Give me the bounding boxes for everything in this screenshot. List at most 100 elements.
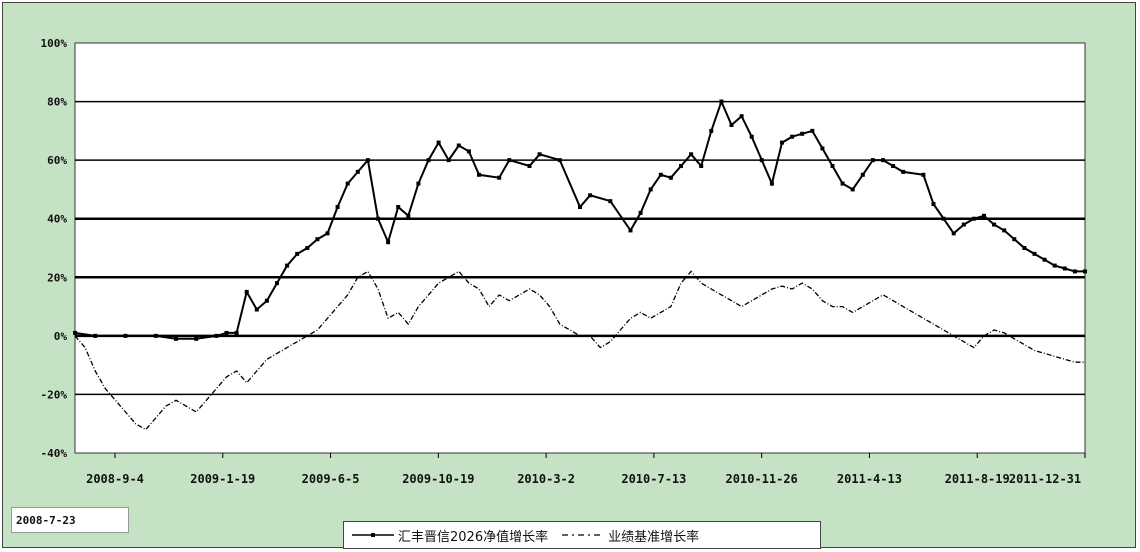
series-nav-point: [345, 181, 350, 186]
series-nav-point: [729, 123, 734, 127]
series-nav-point: [386, 240, 391, 245]
x-tick-label: 2010-7-13: [621, 472, 686, 486]
series-nav-point: [608, 199, 613, 204]
series-nav-point: [73, 330, 77, 335]
series-nav-point: [305, 246, 310, 250]
series-nav-point: [901, 169, 906, 174]
series-nav-point: [1042, 257, 1047, 262]
legend-label-benchmark: 业绩基准增长率: [608, 529, 700, 545]
series-nav-point: [224, 330, 229, 335]
series-nav-point: [982, 213, 986, 218]
series-nav-point: [1072, 269, 1077, 274]
series-nav-point: [477, 172, 481, 177]
series-nav-point: [850, 187, 855, 192]
series-nav-point: [456, 143, 461, 148]
series-nav-point: [921, 172, 926, 177]
series-nav-point: [759, 158, 764, 163]
series-nav-point: [931, 202, 936, 207]
series-nav-point: [497, 175, 502, 180]
series-nav-point: [527, 164, 532, 168]
series-nav-point: [234, 330, 239, 335]
series-nav-point: [507, 158, 512, 163]
series-nav-point: [1002, 228, 1007, 233]
x-tick-label: 2011-4-13: [837, 472, 902, 486]
series-nav-point: [860, 172, 865, 177]
x-tick-label: 2009-10-19: [402, 472, 474, 486]
x-tick-label: 2011-12-31: [1009, 472, 1081, 486]
legend-swatch-benchmark: [562, 534, 605, 536]
x-tick-label: 2011-8-19: [945, 472, 1010, 486]
series-nav-point: [153, 333, 158, 338]
start-date-label: 2008-7-23: [11, 507, 129, 533]
series-nav-point: [830, 164, 835, 168]
series-nav-point: [689, 152, 694, 157]
series-nav-point: [335, 205, 340, 209]
y-tick-label: 60%: [47, 154, 67, 167]
series-nav-point: [870, 158, 875, 163]
series-nav-point: [881, 158, 885, 163]
series-nav-point: [93, 333, 98, 338]
legend: 汇丰晋信2026净值增长率 业绩基准增长率: [343, 521, 821, 549]
series-nav-point: [436, 140, 441, 145]
x-tick-label: 2009-6-5: [302, 472, 360, 486]
series-nav-point: [365, 158, 370, 163]
series-nav-point: [951, 231, 956, 236]
series-nav-point: [426, 158, 431, 163]
x-tick-label: 2008-9-4: [86, 472, 144, 486]
series-nav-point: [264, 298, 269, 303]
series-nav-point: [961, 222, 966, 227]
y-tick-label: 0%: [54, 330, 68, 343]
series-nav-point: [174, 336, 178, 341]
y-tick-label: 40%: [47, 213, 67, 226]
series-nav-point: [840, 181, 845, 186]
series-nav-point: [214, 333, 219, 338]
series-nav-point: [790, 134, 795, 139]
legend-label-nav: 汇丰晋信2026净值增长率: [398, 529, 549, 545]
y-tick-label: 100%: [41, 37, 68, 50]
series-nav-point: [325, 231, 330, 236]
series-nav-point: [295, 251, 300, 256]
series-nav-point: [254, 307, 259, 312]
series-nav-point: [780, 140, 784, 145]
series-nav-point: [416, 181, 421, 186]
series-nav-point: [275, 281, 279, 286]
series-nav-point: [537, 152, 542, 157]
series-nav-point: [1022, 246, 1027, 250]
series-nav-point: [446, 158, 451, 163]
series-nav-point: [466, 149, 471, 154]
series-nav-point: [971, 216, 976, 221]
series-nav-point: [1083, 269, 1087, 274]
series-nav-point: [749, 134, 754, 139]
series-nav-point: [406, 213, 411, 218]
series-nav-point: [1032, 251, 1037, 256]
series-nav-point: [376, 216, 380, 221]
series-nav-point: [315, 237, 320, 242]
y-tick-label: 80%: [47, 96, 67, 109]
x-tick-label: 2010-3-2: [517, 472, 575, 486]
plot-area: [74, 42, 1086, 454]
line-chart: 100% 80% 60% 40% 20% 0% -20% -40% 2008-9-4 2009-…: [41, 37, 1087, 486]
series-nav-point: [1052, 263, 1057, 268]
series-nav-point: [709, 128, 714, 133]
y-axis-ticks: 100% 80% 60% 40% 20% 0% -20% -40%: [41, 37, 68, 460]
x-axis-ticks: 2008-9-4 2009-1-19 2009-6-5 2009-10-19 2010-…: [86, 453, 1086, 486]
series-nav-point: [557, 158, 562, 163]
series-nav-point: [719, 99, 724, 104]
legend-item-nav: 汇丰晋信2026净值增长率: [352, 526, 548, 545]
series-nav-point: [800, 131, 805, 136]
series-nav-point: [810, 128, 815, 133]
series-nav-point: [699, 164, 704, 168]
series-nav-point: [668, 175, 673, 180]
series-nav-point: [769, 181, 774, 186]
legend-swatch-nav: [352, 533, 394, 537]
series-nav-point: [355, 169, 360, 174]
x-tick-label: 2010-11-26: [726, 472, 798, 486]
series-nav-point: [739, 114, 744, 119]
x-tick-label: 2009-1-19: [190, 472, 255, 486]
series-nav-point: [244, 289, 249, 294]
series-nav-point: [1012, 237, 1017, 242]
y-tick-label: -20%: [41, 388, 68, 401]
series-nav-point: [194, 336, 199, 341]
series-nav-point: [628, 228, 633, 233]
